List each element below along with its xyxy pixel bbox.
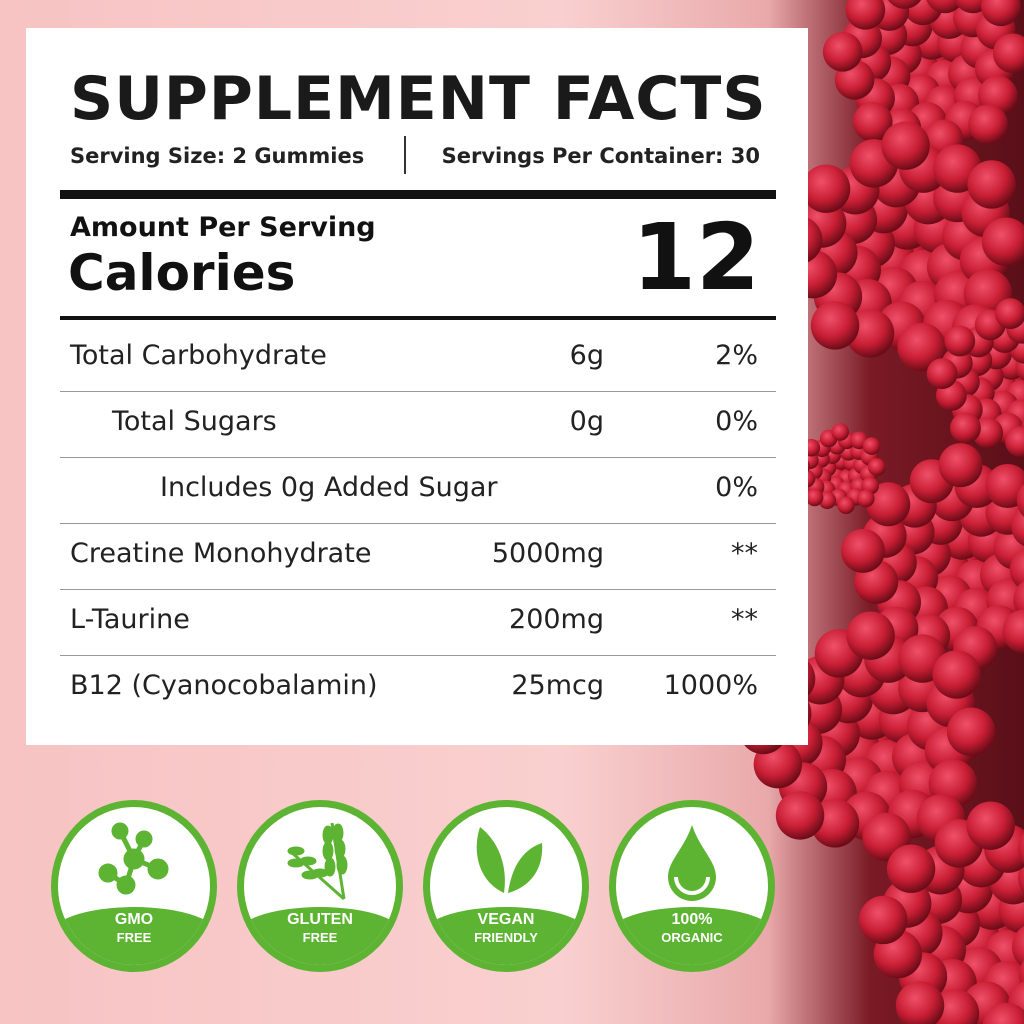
vegan-friendly-badge: VEGAN FRIENDLY (423, 800, 589, 972)
raspberry-drupelet (926, 0, 964, 14)
divider (404, 136, 406, 174)
raspberry-drupelet (1012, 925, 1024, 968)
raspberry-drupelet (992, 33, 1024, 74)
raspberry-drupelet (966, 801, 1015, 850)
raspberry-drupelet (995, 298, 1024, 329)
raspberry-drupelet (1016, 484, 1024, 517)
raspberry-drupelet (1009, 549, 1024, 591)
raspberry-drupelet (938, 443, 983, 488)
raspberry-drupelet (857, 489, 875, 508)
raspberry-drupelet (862, 437, 881, 455)
supplement-facts-panel: SUPPLEMENT FACTS Serving Size: 2 Gummies… (26, 28, 808, 745)
nutrient-row: Creatine Monohydrate 5000mg ** (60, 524, 776, 590)
raspberry-drupelet (886, 844, 936, 893)
divider-thick (60, 190, 776, 199)
raspberry-drupelet (968, 104, 1008, 144)
calories-label: Calories (68, 244, 296, 302)
raspberry-drupelet (801, 164, 851, 213)
divider-medium (60, 316, 776, 320)
raspberry-drupelet (852, 101, 893, 142)
nutrient-row: Includes 0g Added Sugar 0% (60, 458, 776, 524)
raspberry-drupelet (888, 0, 922, 9)
raspberry-drupelet (840, 528, 885, 573)
page-title: SUPPLEMENT FACTS (70, 64, 767, 134)
raspberry-drupelet (1005, 426, 1024, 458)
raspberry-drupelet (985, 464, 1024, 508)
raspberry-drupelet (775, 791, 825, 840)
raspberry-drupelet (805, 488, 824, 507)
raspberry-drupelet (831, 423, 850, 441)
nutrient-row: L-Taurine 200mg ** (60, 590, 776, 656)
raspberry-drupelet (932, 650, 981, 699)
raspberry-drupelet (895, 981, 945, 1024)
raspberry-drupelet (926, 358, 958, 390)
gmo-free-badge: GMO FREE (51, 800, 217, 972)
raspberry-drupelet (946, 707, 996, 756)
raspberry-drupelet (810, 301, 860, 350)
raspberry-drupelet (845, 0, 886, 30)
raspberry-drupelet (866, 482, 911, 527)
raspberry-drupelet (944, 325, 976, 357)
nutrient-row: B12 (Cyanocobalamin) 25mcg 1000% (70, 670, 758, 701)
raspberry-drupelet (950, 412, 981, 444)
raspberry-drupelet (837, 496, 855, 515)
wheat-icon (287, 822, 348, 901)
raspberry-drupelet (822, 31, 863, 72)
raspberry-drupelet (1013, 580, 1024, 619)
raspberry-drupelet (1002, 609, 1024, 654)
raspberry-drupelet (846, 611, 895, 660)
molecule-icon (98, 822, 169, 895)
raspberry-drupelet (982, 1002, 1024, 1024)
raspberry-drupelet (859, 895, 908, 945)
leaf-icon (476, 827, 543, 893)
raspberry-drupelet (1018, 832, 1024, 865)
raspberry-drupelet (981, 217, 1024, 266)
raspberry-drupelet (1018, 862, 1024, 894)
raspberry-drupelet (1011, 506, 1024, 547)
nutrient-row: Total Sugars 0g 0% (60, 392, 776, 458)
raspberry-drupelet (897, 322, 946, 372)
nutrient-row: Total Carbohydrate 6g 2% (60, 326, 776, 392)
raspberry-drupelet (981, 0, 1021, 27)
raspberry-drupelet (867, 458, 886, 476)
servings-per-container: Servings Per Container: 30 (441, 144, 760, 168)
serving-size: Serving Size: 2 Gummies (70, 144, 365, 168)
raspberry-drupelet (881, 121, 930, 170)
gluten-free-badge: GLUTEN FREE (237, 800, 403, 972)
raspberry-drupelet (967, 160, 1016, 209)
droplet-icon (668, 825, 716, 901)
amount-per-serving-label: Amount Per Serving (70, 212, 376, 243)
organic-badge: 100% ORGANIC (609, 800, 775, 972)
calories-value: 12 (631, 204, 760, 311)
